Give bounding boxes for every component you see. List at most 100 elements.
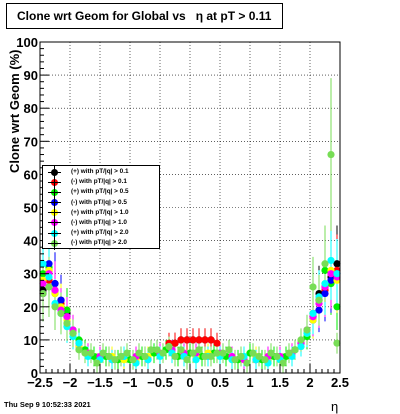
legend-marker-icon bbox=[48, 216, 61, 230]
data-point bbox=[333, 303, 341, 311]
legend-label: (+) with pT/|q| > 0.1 bbox=[71, 168, 129, 175]
data-point bbox=[327, 276, 335, 284]
data-point bbox=[153, 346, 161, 354]
data-point bbox=[255, 352, 263, 361]
data-point bbox=[231, 356, 239, 364]
data-point bbox=[99, 349, 107, 357]
data-point bbox=[57, 296, 65, 304]
y-tick-label: 30 bbox=[24, 267, 38, 282]
data-point bbox=[93, 359, 101, 367]
data-point bbox=[237, 352, 245, 361]
data-point bbox=[111, 356, 119, 364]
data-point bbox=[327, 150, 335, 159]
legend-marker-icon bbox=[48, 185, 61, 199]
data-point bbox=[195, 336, 203, 344]
data-point bbox=[321, 260, 329, 268]
x-tick-label: 2.5 bbox=[331, 375, 349, 390]
data-point bbox=[279, 359, 287, 367]
chart-title: Clone wrt Geom for Global vs η at pT > 0… bbox=[6, 3, 283, 29]
data-point bbox=[51, 280, 59, 288]
data-point bbox=[183, 356, 191, 364]
data-point bbox=[213, 339, 221, 347]
data-point bbox=[105, 352, 113, 361]
data-point bbox=[303, 326, 311, 334]
data-point bbox=[177, 336, 185, 344]
legend-item: (+) with pT/|q| > 0.5 bbox=[43, 185, 159, 199]
data-point bbox=[75, 339, 83, 347]
legend-marker-icon bbox=[48, 165, 61, 179]
data-point bbox=[201, 352, 209, 361]
data-point bbox=[171, 339, 179, 347]
y-tick-label: 20 bbox=[24, 300, 38, 315]
data-point bbox=[207, 336, 215, 344]
y-tick-label: 90 bbox=[24, 68, 38, 83]
data-point bbox=[315, 306, 323, 314]
data-point bbox=[261, 356, 269, 364]
y-tick-label: 10 bbox=[24, 333, 38, 348]
data-point bbox=[63, 306, 71, 314]
data-point bbox=[171, 352, 179, 361]
y-tick-label: 50 bbox=[24, 201, 38, 216]
data-point bbox=[285, 349, 293, 357]
legend-marker-icon bbox=[48, 226, 61, 240]
data-point bbox=[249, 349, 257, 357]
legend-item: (+) with pT/|q| > 1.0 bbox=[43, 206, 159, 220]
data-point bbox=[183, 336, 191, 344]
x-tick-label: 1 bbox=[246, 375, 253, 390]
data-point bbox=[189, 336, 197, 344]
tick-labels: −2.5 −2 −1.5 −1 −0.5 0 0.5 1 1.5 2 2.5 0 10 20 30 40 50 6… bbox=[16, 35, 349, 390]
data-point bbox=[273, 352, 281, 361]
legend-item: (-) with pT/|q| > 0.5 bbox=[43, 196, 159, 210]
legend-label: (-) with pT/|q| > 0.1 bbox=[71, 178, 127, 186]
data-point bbox=[321, 280, 329, 288]
legend-label: (+) with pT/|q| > 1.0 bbox=[71, 208, 129, 216]
data-point bbox=[75, 346, 83, 354]
data-point bbox=[309, 309, 317, 318]
legend-marker-icon bbox=[48, 206, 61, 220]
legend-marker-icon bbox=[48, 196, 61, 210]
legend-label: (-) with pT/|q| > 1.0 bbox=[71, 218, 127, 226]
x-tick-label: −2 bbox=[63, 375, 78, 390]
legend-item: (-) with pT/|q| > 0.1 bbox=[43, 175, 159, 189]
data-point bbox=[45, 260, 53, 268]
legend-label: (+) with pT/|q| > 2.0 bbox=[71, 229, 129, 237]
data-point bbox=[213, 349, 221, 357]
x-tick-label: 0 bbox=[186, 375, 193, 390]
x-tick-label: −1.5 bbox=[87, 375, 113, 390]
data-point bbox=[333, 270, 341, 278]
data-point bbox=[159, 349, 167, 357]
data-point bbox=[39, 280, 47, 288]
legend-item: (+) with pT/|q| > 2.0 bbox=[43, 226, 159, 240]
data-point bbox=[321, 289, 329, 298]
y-tick-label: 70 bbox=[24, 134, 38, 149]
data-point bbox=[141, 352, 149, 361]
data-point bbox=[291, 346, 299, 354]
data-point bbox=[327, 256, 335, 265]
data-point bbox=[219, 349, 227, 357]
data-point bbox=[207, 352, 215, 361]
y-axis-label: Clone wrt Geom (%) bbox=[7, 49, 22, 173]
data-point bbox=[321, 266, 329, 274]
data-point bbox=[147, 346, 155, 354]
data-point bbox=[81, 349, 89, 357]
data-point bbox=[177, 346, 185, 354]
data-point bbox=[333, 339, 341, 347]
data-point bbox=[51, 303, 59, 311]
data-point bbox=[297, 342, 305, 351]
legend-label: (-) with pT/|q| > 2.0 bbox=[71, 239, 127, 247]
x-tick-label: −1 bbox=[123, 375, 138, 390]
data-point bbox=[45, 273, 53, 281]
data-point bbox=[297, 336, 305, 344]
y-tick-label: 0 bbox=[31, 366, 38, 381]
x-tick-label: −0.5 bbox=[147, 375, 173, 390]
legend-label: (+) with pT/|q| > 0.5 bbox=[71, 188, 129, 196]
legend: (+) with pT/|q| > 0.1 (-) with pT/|q| > 0… bbox=[42, 165, 160, 250]
data-point bbox=[69, 329, 77, 337]
data-point bbox=[327, 270, 335, 278]
data-point bbox=[192, 356, 200, 364]
data-point bbox=[51, 286, 59, 294]
x-tick-label: 1.5 bbox=[271, 375, 289, 390]
x-axis-label: η bbox=[331, 399, 338, 414]
data-point bbox=[243, 359, 251, 367]
